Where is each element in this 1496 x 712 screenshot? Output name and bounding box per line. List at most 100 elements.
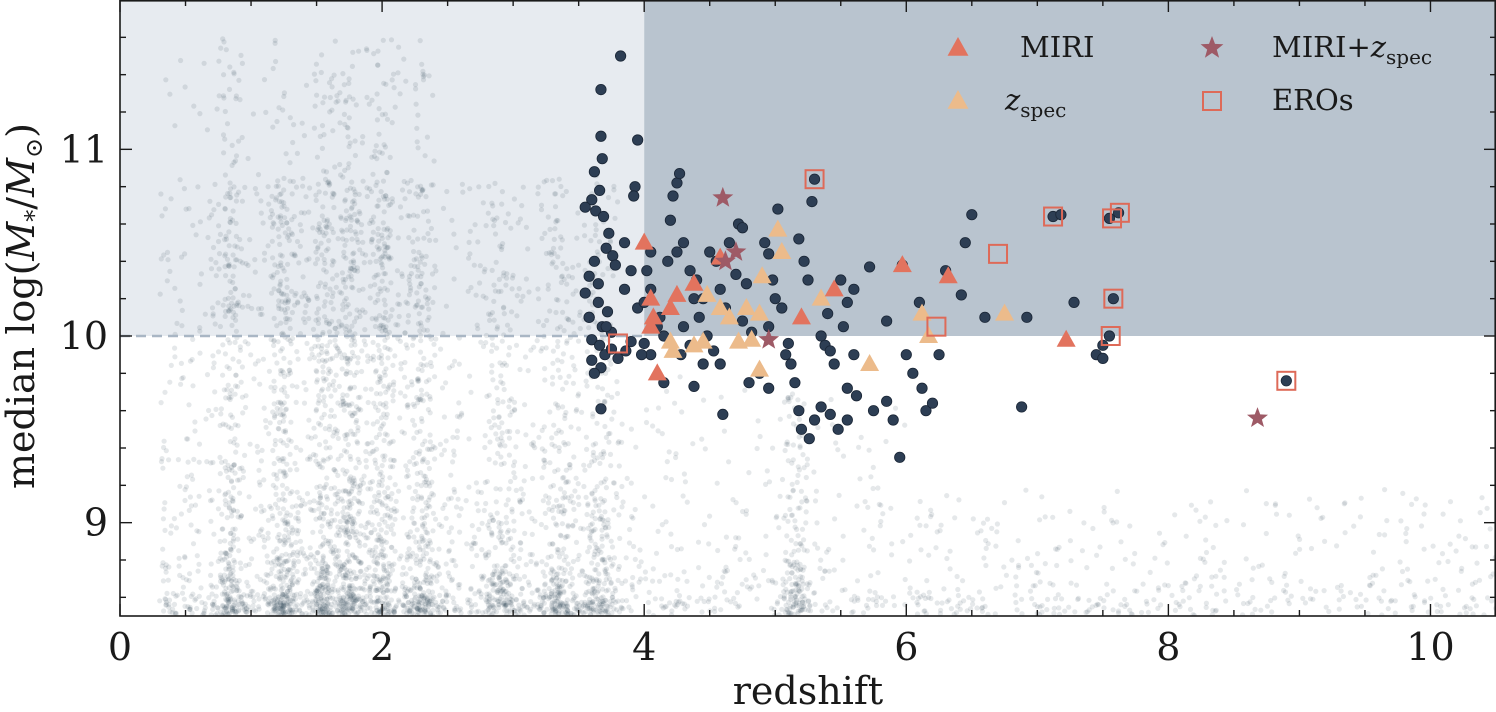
background-point [238, 52, 244, 59]
background-point [592, 232, 598, 238]
background-point [217, 555, 223, 562]
background-point [1400, 490, 1406, 496]
background-point [291, 122, 297, 128]
background-point [794, 559, 800, 565]
background-point [192, 428, 198, 434]
background-point [236, 477, 242, 483]
background-point [387, 475, 393, 481]
background-point [499, 201, 505, 207]
background-point [1075, 596, 1081, 603]
background-point [197, 111, 203, 117]
background-point [473, 292, 479, 298]
background-point [558, 486, 564, 492]
background-point [706, 596, 712, 602]
background-point [414, 585, 420, 591]
background-point [557, 374, 563, 380]
background-point [714, 480, 720, 486]
background-point [265, 243, 271, 249]
background-point [504, 271, 510, 277]
background-point [245, 155, 251, 162]
background-point [1152, 555, 1158, 561]
background-point [769, 577, 775, 584]
background-point [506, 527, 512, 534]
background-point [854, 578, 861, 584]
background-point [276, 105, 282, 111]
background-point [763, 552, 769, 558]
background-point [223, 251, 229, 257]
background-point [275, 425, 281, 432]
background-point [653, 550, 660, 556]
background-point [1094, 552, 1100, 558]
background-point [413, 86, 419, 92]
background-point [496, 276, 502, 282]
background-point [226, 365, 232, 372]
background-point [1217, 567, 1223, 573]
background-point [712, 605, 718, 611]
background-point [325, 540, 331, 547]
background-point [1213, 522, 1219, 529]
background-point [388, 526, 394, 533]
background-point [303, 387, 309, 393]
background-point [549, 435, 555, 441]
background-point [177, 177, 183, 183]
background-point [385, 355, 391, 361]
background-point [582, 601, 588, 608]
background-point [281, 384, 287, 390]
background-point [230, 295, 236, 301]
background-point [201, 608, 207, 614]
background-point [212, 181, 218, 187]
background-point [570, 380, 577, 386]
background-point [1024, 555, 1031, 562]
background-point [353, 465, 359, 471]
background-point [604, 534, 610, 540]
background-point [356, 460, 362, 466]
background-point [1421, 599, 1428, 606]
background-point [533, 562, 539, 568]
background-point [367, 584, 373, 590]
background-point [290, 592, 296, 598]
background-point [555, 297, 561, 303]
background-point [410, 509, 416, 515]
background-point [160, 516, 166, 522]
background-point [287, 490, 293, 497]
background-point [605, 517, 611, 523]
background-point [558, 245, 564, 251]
background-point [614, 390, 621, 397]
background-point [233, 317, 239, 323]
background-point [166, 604, 172, 610]
background-point [465, 597, 471, 603]
background-point [307, 545, 313, 551]
background-point [1145, 609, 1151, 615]
background-point [1314, 505, 1320, 511]
background-point [1392, 610, 1398, 616]
background-point [187, 358, 194, 364]
background-point [347, 268, 353, 274]
background-point [1068, 580, 1074, 586]
background-point [370, 339, 376, 345]
background-point [259, 311, 265, 317]
background-point [443, 594, 449, 600]
background-point [388, 507, 394, 513]
background-point [530, 422, 536, 428]
background-point [842, 587, 848, 593]
background-point [340, 509, 346, 515]
background-point [283, 406, 289, 412]
background-point [220, 421, 226, 427]
background-point [794, 479, 800, 485]
background-point [326, 238, 332, 244]
background-point [774, 601, 780, 607]
background-point [319, 465, 325, 471]
background-point [1247, 599, 1253, 605]
background-point [378, 189, 384, 195]
background-point [611, 409, 617, 415]
background-point [511, 470, 517, 476]
background-point [183, 484, 189, 490]
background-point [362, 581, 368, 587]
background-point [564, 266, 570, 272]
background-point [306, 315, 312, 322]
background-point [907, 585, 913, 591]
background-point [318, 346, 325, 352]
background-point [826, 546, 832, 553]
background-point [681, 569, 687, 575]
background-point [316, 352, 322, 358]
